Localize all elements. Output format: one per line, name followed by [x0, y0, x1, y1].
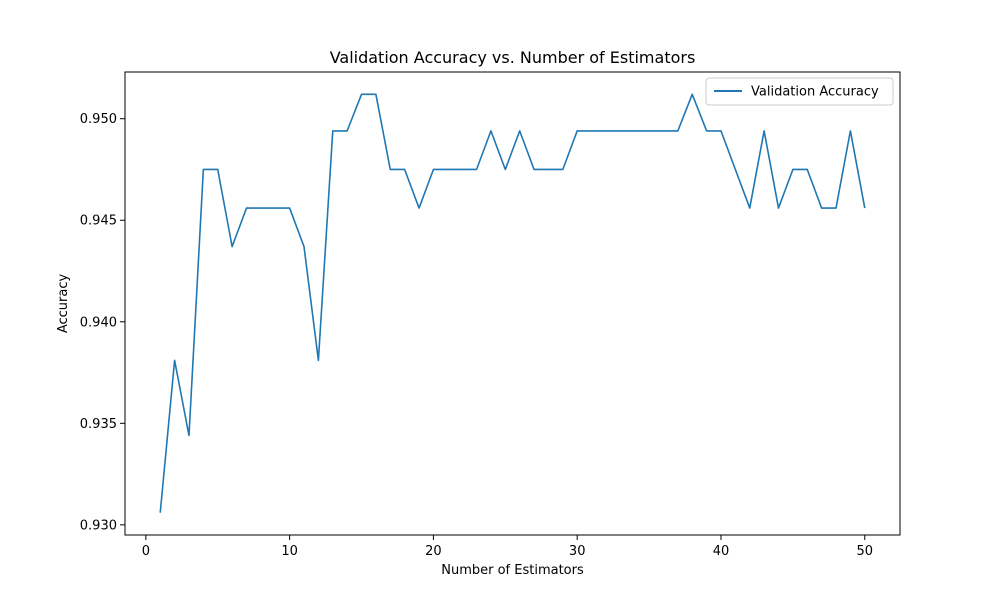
- y-tick-label: 0.945: [80, 214, 117, 229]
- x-axis-ticks: 0 10 20 30 40 50: [142, 535, 873, 559]
- plot-area: [159, 93, 866, 513]
- chart-title: Validation Accuracy vs. Number of Estima…: [330, 48, 696, 67]
- x-tick-label: 10: [281, 544, 298, 559]
- x-tick-label: 30: [569, 544, 586, 559]
- legend-label-validation-accuracy: Validation Accuracy: [751, 85, 879, 100]
- plot-frame: [124, 71, 901, 536]
- y-tick-label: 0.930: [80, 518, 117, 533]
- y-axis-label: Accuracy: [56, 274, 71, 334]
- y-axis-ticks: 0.930 0.935 0.940 0.945 0.950: [80, 112, 125, 533]
- y-tick-label: 0.940: [80, 315, 117, 330]
- legend-box: [705, 77, 894, 106]
- y-tick-label: 0.935: [80, 417, 117, 432]
- y-tick-label: 0.950: [80, 112, 117, 127]
- x-tick-label: 40: [713, 544, 730, 559]
- series-line-validation-accuracy: [159, 93, 866, 513]
- x-tick-label: 50: [856, 544, 873, 559]
- x-axis-label: Number of Estimators: [441, 563, 584, 578]
- x-tick-label: 20: [425, 544, 442, 559]
- x-tick-label: 0: [142, 544, 150, 559]
- legend: Validation Accuracy: [705, 77, 894, 106]
